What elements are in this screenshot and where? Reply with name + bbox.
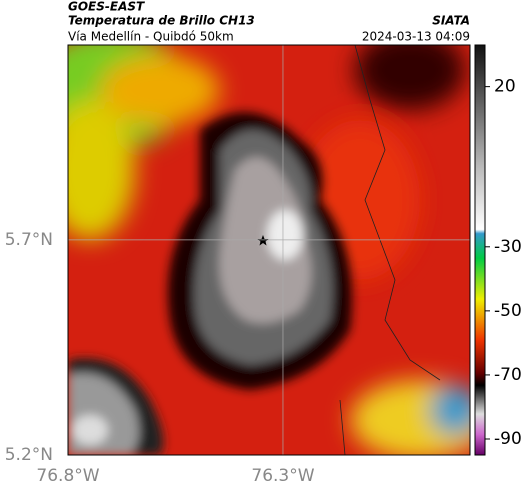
colorbar-tick-label: 20 bbox=[494, 77, 516, 97]
source: GOES-EAST bbox=[68, 0, 145, 14]
subtitle: Vía Medellín - Quibdó 50km bbox=[68, 30, 234, 44]
x-tick-label: 76.3°W bbox=[251, 466, 314, 486]
colorbar bbox=[474, 44, 486, 456]
x-tick-label: 76.8°W bbox=[36, 466, 99, 486]
colorbar-tick-label: -50 bbox=[494, 301, 522, 321]
colorbar-tick-label: -90 bbox=[494, 429, 522, 449]
brand: SIATA bbox=[432, 14, 470, 28]
location-marker bbox=[257, 235, 269, 246]
colorbar-tick-label: -30 bbox=[494, 237, 522, 257]
satellite-image bbox=[68, 45, 470, 455]
y-tick-label: 5.7°N bbox=[5, 230, 53, 250]
timestamp: 2024-03-13 04:09 bbox=[362, 30, 470, 44]
map-frame bbox=[67, 44, 471, 456]
y-tick-label: 5.2°N bbox=[5, 445, 53, 465]
title: Temperatura de Brillo CH13 bbox=[68, 14, 255, 28]
colorbar-tick-label: -70 bbox=[494, 365, 522, 385]
